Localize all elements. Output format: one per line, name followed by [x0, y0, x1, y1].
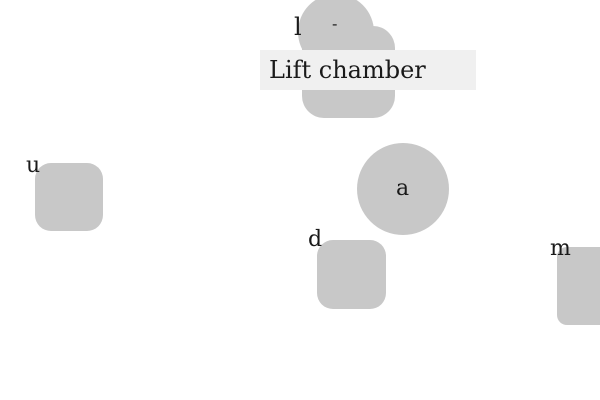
room-node-d[interactable]	[317, 240, 386, 309]
room-node-u[interactable]	[35, 163, 103, 231]
marker-u: u	[26, 153, 41, 178]
marker-d: d	[308, 227, 323, 252]
room-node-a[interactable]	[357, 143, 449, 235]
marker-a: a	[396, 176, 410, 201]
marker-dash: -	[332, 14, 338, 33]
room-node-m[interactable]	[557, 247, 600, 325]
marker-l: l	[294, 13, 302, 41]
marker-m: m	[550, 236, 571, 261]
room-title: Lift chamber	[260, 50, 476, 90]
